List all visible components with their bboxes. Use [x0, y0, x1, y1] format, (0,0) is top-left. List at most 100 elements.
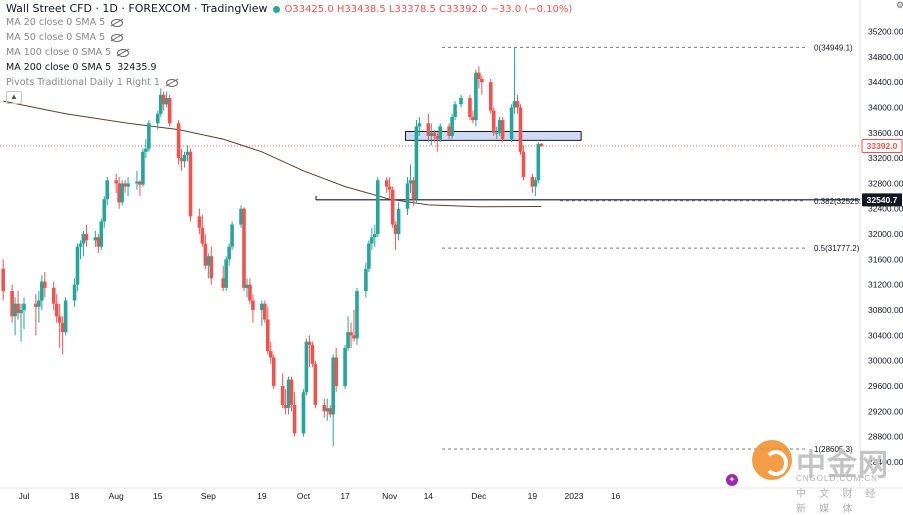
candle-body: [164, 97, 169, 105]
chart-header: Wall Street CFD · 1D · FOREXCOM · Tradin…: [6, 2, 572, 15]
price-tick-label: 33200.00: [868, 153, 903, 163]
candle-body: [135, 181, 139, 184]
candle: [530, 173, 535, 193]
watermark: 中金网 CNGOLD.COM.CN 中 文 财 经 新 媒 体: [750, 440, 900, 515]
candle: [96, 234, 101, 254]
candle: [260, 300, 264, 326]
candle-body: [227, 246, 231, 260]
candle-body: [99, 221, 104, 247]
candle-body: [408, 180, 413, 184]
candle-body: [248, 284, 252, 301]
candle: [301, 389, 306, 437]
indicator-label: Pivots Traditional Daily 1 Right 1: [6, 77, 160, 88]
candle-body: [200, 227, 205, 244]
candle-body: [459, 97, 463, 105]
candle: [396, 202, 401, 241]
candle: [123, 180, 127, 193]
collapse-legend-button[interactable]: ▲: [6, 91, 22, 104]
candle: [99, 218, 104, 250]
candle-body: [536, 143, 541, 181]
candle: [355, 287, 359, 345]
price-tick-label: 28800.00: [868, 432, 903, 442]
time-tick-label: Nov: [382, 491, 398, 501]
candle: [328, 404, 333, 418]
candle: [480, 75, 484, 95]
candle: [417, 116, 422, 136]
candle: [182, 151, 187, 168]
candle-body: [188, 151, 193, 217]
symbol-title[interactable]: Wall Street CFD · 1D · FOREXCOM · Tradin…: [6, 2, 268, 15]
candle-body: [325, 408, 330, 412]
price-tick-label: 31600.00: [868, 254, 903, 264]
candle: [188, 148, 193, 222]
indicator-ma200[interactable]: MA 200 close 0 SMA 5 32435.9: [6, 62, 157, 73]
indicator-ma50[interactable]: MA 50 close 0 SMA 5: [6, 32, 124, 43]
candle-body: [251, 300, 255, 311]
candle-body: [370, 237, 374, 244]
candle-body: [283, 404, 288, 409]
visibility-hidden-icon[interactable]: [111, 18, 124, 27]
candle-body: [179, 158, 184, 162]
candle-body: [438, 126, 443, 140]
candle-body: [16, 303, 20, 314]
candle: [60, 316, 65, 355]
indicator-label: MA 50 close 0 SMA 5: [6, 32, 106, 43]
candle: [352, 310, 356, 342]
candle: [63, 297, 68, 336]
candle-body: [10, 291, 14, 317]
candle: [34, 294, 38, 336]
candle-body: [19, 310, 23, 314]
fib-level-label: 1(28605.3): [814, 445, 853, 454]
indicator-ma100[interactable]: MA 100 close 0 SMA 5: [6, 47, 130, 58]
candle: [500, 116, 505, 143]
candle: [471, 110, 475, 124]
candle-body: [417, 123, 422, 127]
candle-body: [432, 132, 437, 136]
price-tick-label: 34800.00: [868, 52, 903, 62]
candle: [167, 94, 172, 127]
candle-body: [435, 135, 440, 140]
candle-body: [480, 78, 484, 83]
tradingview-logo-icon[interactable]: ✦: [726, 474, 738, 486]
candle: [19, 303, 23, 342]
candle-body: [289, 379, 294, 405]
candle: [390, 186, 395, 228]
candle-body: [292, 404, 297, 434]
candle-body: [509, 107, 514, 140]
candle: [331, 354, 335, 447]
candle-body: [40, 281, 44, 301]
indicator-ma20[interactable]: MA 20 close 0 SMA 5: [6, 17, 124, 28]
candle: [346, 316, 350, 352]
candle-body: [396, 208, 401, 235]
time-tick-label: Jul: [19, 491, 30, 501]
price-tick-label: 32000.00: [868, 229, 903, 239]
candle: [120, 180, 124, 206]
time-tick-label: 17: [340, 491, 350, 501]
candle: [271, 354, 276, 390]
fib-level-label: 0.382(32525.7): [814, 197, 869, 206]
candle: [126, 177, 130, 197]
candle: [334, 348, 338, 393]
visibility-hidden-icon[interactable]: [165, 78, 178, 87]
candle-body: [491, 110, 496, 133]
fib-level-label: 0.5(31777.2): [814, 244, 860, 253]
candle-body: [13, 303, 17, 317]
candle-body: [447, 126, 451, 136]
current-price-tag-box: [861, 138, 903, 153]
candle-body: [54, 303, 59, 317]
candle-body: [533, 180, 538, 187]
visibility-hidden-icon[interactable]: [117, 48, 130, 57]
candle-body: [387, 186, 392, 190]
candle-body: [494, 132, 499, 134]
candle-body: [474, 72, 478, 121]
support-price-tag-box: [862, 193, 902, 207]
candle: [158, 88, 163, 117]
candle-body: [242, 208, 246, 288]
visibility-hidden-icon[interactable]: [111, 33, 124, 42]
indicator-pivots[interactable]: Pivots Traditional Daily 1 Right 1: [6, 77, 178, 88]
candle: [370, 227, 374, 250]
candle: [81, 230, 86, 257]
candle: [251, 294, 255, 323]
candle: [51, 281, 56, 311]
